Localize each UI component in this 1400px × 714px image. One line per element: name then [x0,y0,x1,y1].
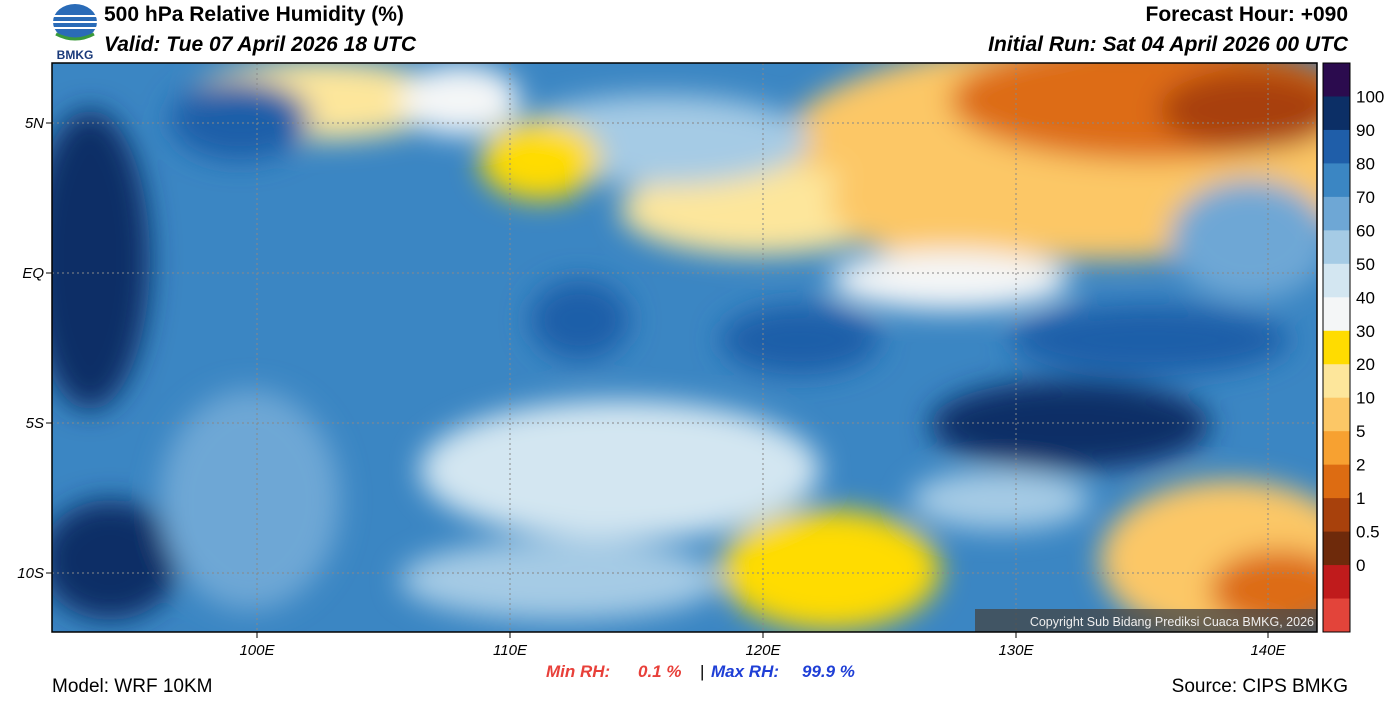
colorbar-frame [1322,62,1351,633]
colorbar-label: 2 [1356,456,1365,475]
colorbar-label: 100 [1356,87,1384,106]
lat-label: 5S [26,415,44,432]
colorbar-label: 60 [1356,221,1375,240]
colorbar-label: 0 [1356,556,1365,575]
colorbar-swatch [1323,163,1350,198]
max-label: Max RH: [711,662,779,681]
colorbar-label: 50 [1356,255,1375,274]
lon-label: 110E [493,642,528,659]
source: Source: CIPS BMKG [1172,676,1348,697]
colorbar-swatch [1323,63,1350,97]
model: Model: WRF 10KM [52,676,212,697]
colorbar-swatch [1323,196,1350,231]
map-field: Copyright Sub Bidang Prediksi Cuaca BMKG… [52,63,1317,632]
colorbar-swatch [1323,230,1350,265]
colorbar-swatch [1323,263,1350,298]
colorbar-swatch [1323,565,1350,600]
colorbar-label: 40 [1356,288,1375,307]
colorbar-swatch [1323,364,1350,399]
colorbar-label: 80 [1356,154,1375,173]
max-value: 99.9 % [802,662,855,681]
colorbar-label: 5 [1356,422,1365,441]
colorbar-swatch [1323,96,1350,131]
colorbar-swatch [1323,297,1350,332]
colorbar: 100 90 80 70 60 50 40 30 20 10 5 2 1 0.5 0 [1322,62,1384,633]
colorbar-swatch [1323,330,1350,365]
colorbar-swatch [1323,598,1350,633]
lat-label: 5N [25,115,44,132]
lon-label: 120E [745,642,781,659]
valid-time: Valid: Tue 07 April 2026 18 UTC [104,33,417,56]
colorbar-swatch [1323,498,1350,533]
initial-run: Initial Run: Sat 04 April 2026 00 UTC [988,33,1349,56]
forecast-hour: Forecast Hour: +090 [1146,3,1349,26]
rh-range: Min RH: 0.1 % | Max RH: 99.9 % [546,662,855,681]
colorbar-swatch [1323,397,1350,432]
colorbar-label: 0.5 [1356,523,1380,542]
colorbar-swatch [1323,464,1350,499]
lat-label: 10S [17,565,44,582]
colorbar-swatch [1323,531,1350,566]
copyright: Copyright Sub Bidang Prediksi Cuaca BMKG… [1030,615,1314,629]
graticule [52,63,1317,632]
lon-label: 130E [998,642,1034,659]
title: 500 hPa Relative Humidity (%) [104,3,404,26]
colorbar-swatch [1323,129,1350,164]
lon-label: 100E [239,642,275,659]
colorbar-label: 10 [1356,389,1375,408]
colorbar-label: 70 [1356,188,1375,207]
separator: | [700,662,704,681]
lon-label: 140E [1250,642,1286,659]
logo: BMKG [53,4,97,62]
colorbar-label: 1 [1356,489,1365,508]
min-value: 0.1 % [638,662,681,681]
min-label: Min RH: [546,662,610,681]
lat-label: EQ [22,265,44,282]
map-frame [51,62,1318,633]
axes: 5N EQ 5S 10S 100E 110E 120E 130E 140E [17,115,1286,659]
colorbar-label: 30 [1356,322,1375,341]
colorbar-label: 90 [1356,121,1375,140]
colorbar-swatch [1323,431,1350,466]
colorbar-label: 20 [1356,355,1375,374]
logo-text: BMKG [57,48,94,62]
